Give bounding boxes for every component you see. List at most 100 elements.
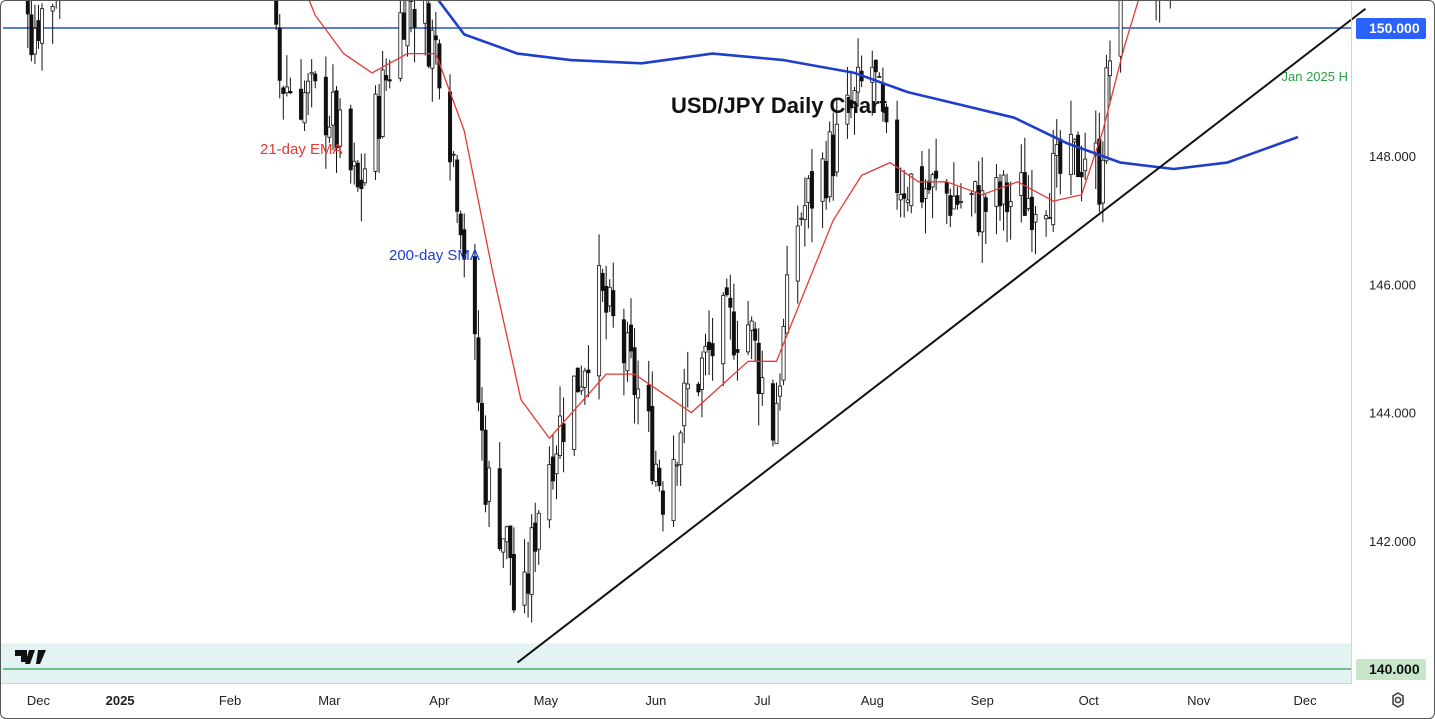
candle bbox=[529, 527, 534, 596]
time-label-mar: Mar bbox=[318, 693, 341, 708]
candle bbox=[898, 194, 903, 201]
candle bbox=[870, 66, 875, 83]
support-zone-140 bbox=[1, 643, 1351, 683]
candle bbox=[657, 467, 662, 487]
candle bbox=[607, 286, 612, 307]
candle bbox=[25, 1, 30, 15]
candle bbox=[653, 463, 658, 482]
candle bbox=[997, 181, 1002, 207]
annotation-21-day-ema: 21-day EMA bbox=[260, 141, 343, 158]
time-label-nov: Nov bbox=[1187, 693, 1211, 708]
candle bbox=[770, 383, 775, 441]
candle bbox=[1044, 215, 1049, 220]
candle bbox=[625, 332, 630, 372]
time-label-aug: Aug bbox=[861, 693, 884, 708]
candle bbox=[508, 525, 513, 559]
candle bbox=[958, 201, 963, 203]
candle bbox=[40, 8, 45, 44]
candle bbox=[32, 27, 37, 55]
candle bbox=[884, 106, 889, 123]
annotation-200-day-sma: 200-day SMA bbox=[389, 247, 480, 264]
candle bbox=[1022, 172, 1027, 216]
candle bbox=[547, 464, 552, 521]
candle bbox=[455, 159, 460, 212]
price-badge-140.000: 140.000 bbox=[1369, 661, 1420, 677]
candle bbox=[401, 12, 406, 40]
candle bbox=[355, 162, 360, 188]
candle bbox=[856, 66, 861, 93]
candle bbox=[306, 80, 311, 94]
candle bbox=[398, 12, 403, 79]
candle bbox=[1118, 1, 1123, 57]
candle bbox=[274, 1, 279, 25]
candle bbox=[604, 285, 609, 313]
candle bbox=[359, 179, 364, 190]
candle bbox=[707, 341, 712, 350]
candle bbox=[558, 415, 563, 457]
candle bbox=[284, 86, 289, 94]
tradingview-logo bbox=[15, 650, 46, 664]
candle bbox=[323, 76, 328, 136]
candle bbox=[281, 87, 286, 94]
candle bbox=[919, 166, 924, 203]
candle bbox=[1100, 159, 1105, 204]
candle bbox=[1097, 138, 1102, 205]
candle bbox=[873, 59, 878, 73]
candle bbox=[1001, 174, 1006, 205]
candle bbox=[352, 160, 357, 167]
candle bbox=[845, 94, 850, 125]
candle bbox=[827, 131, 832, 198]
candle bbox=[948, 195, 953, 216]
candle bbox=[36, 20, 41, 41]
candle bbox=[728, 297, 733, 308]
time-label-apr: Apr bbox=[429, 693, 450, 708]
candle bbox=[448, 91, 453, 163]
candle bbox=[983, 197, 988, 212]
candle bbox=[405, 1, 410, 47]
candle bbox=[724, 287, 729, 296]
price-badge-bg bbox=[1356, 659, 1426, 680]
candle bbox=[373, 93, 378, 172]
ema-21-line bbox=[308, 1, 1139, 439]
candle bbox=[387, 79, 392, 82]
candle bbox=[944, 182, 949, 194]
candle bbox=[749, 320, 754, 331]
candle bbox=[696, 383, 701, 393]
candle bbox=[377, 95, 382, 139]
candle bbox=[660, 490, 665, 515]
candle bbox=[334, 90, 339, 149]
candle bbox=[1008, 201, 1013, 208]
candle bbox=[632, 347, 637, 396]
candle bbox=[895, 119, 900, 193]
candle bbox=[650, 405, 655, 481]
candle bbox=[1058, 138, 1063, 174]
sma-200-line bbox=[437, 1, 1299, 171]
candle bbox=[806, 178, 811, 203]
candle bbox=[458, 213, 463, 236]
candle bbox=[760, 377, 765, 394]
candle bbox=[572, 375, 577, 450]
candle bbox=[50, 6, 55, 12]
candle bbox=[785, 274, 790, 334]
candle bbox=[710, 343, 715, 357]
candle bbox=[582, 370, 587, 388]
candle bbox=[611, 290, 616, 317]
candle bbox=[973, 181, 978, 193]
candle bbox=[834, 123, 839, 173]
candle bbox=[302, 92, 307, 124]
price-badge-150.000: 150.000 bbox=[1369, 20, 1420, 36]
candle bbox=[969, 193, 974, 195]
candle bbox=[930, 174, 935, 188]
price-tick-label: 146.000 bbox=[1369, 277, 1416, 292]
candle bbox=[288, 90, 293, 94]
candle bbox=[536, 512, 541, 550]
time-label-jun: Jun bbox=[645, 693, 666, 708]
candle bbox=[511, 554, 516, 611]
time-label-jul: Jul bbox=[754, 693, 771, 708]
price-axis-separator bbox=[1351, 1, 1352, 684]
settings-icon[interactable] bbox=[1388, 690, 1408, 710]
candle bbox=[451, 153, 456, 156]
candle bbox=[628, 324, 633, 352]
candle bbox=[561, 423, 566, 443]
